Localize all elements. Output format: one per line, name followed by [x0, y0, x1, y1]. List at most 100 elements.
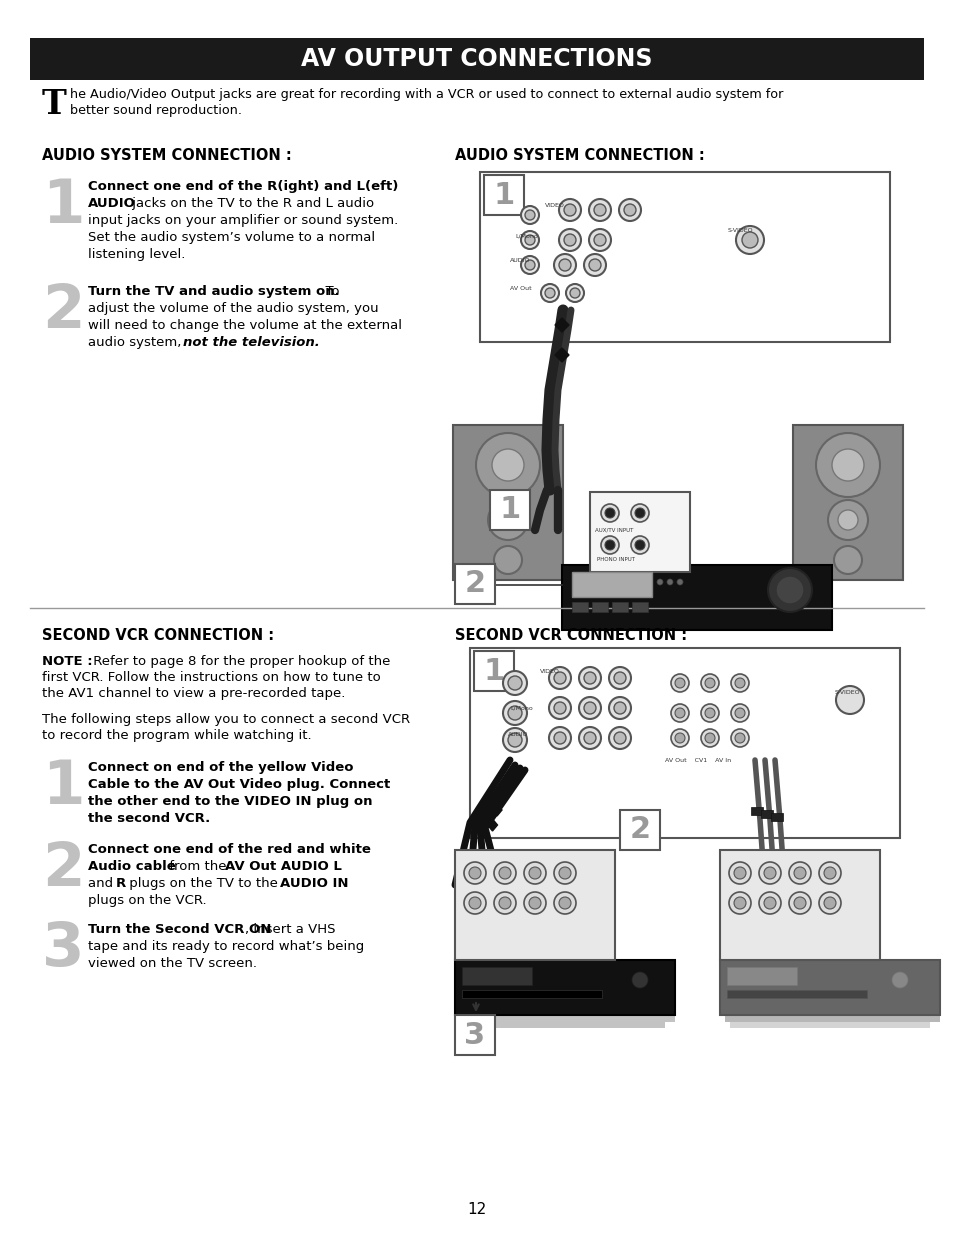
Polygon shape: [487, 819, 497, 831]
Bar: [720, 960, 939, 1015]
Circle shape: [704, 734, 714, 743]
Text: AUDIO: AUDIO: [507, 732, 528, 737]
Text: will need to change the volume at the external: will need to change the volume at the ex…: [88, 319, 401, 332]
Text: AUDIO: AUDIO: [510, 258, 530, 263]
Circle shape: [554, 672, 565, 684]
Circle shape: [463, 862, 485, 884]
Circle shape: [558, 897, 571, 909]
Text: S-VIDEO: S-VIDEO: [834, 690, 860, 695]
Circle shape: [835, 685, 863, 714]
Circle shape: [498, 867, 511, 879]
Circle shape: [614, 672, 625, 684]
Circle shape: [670, 674, 688, 692]
Text: AUX/TV INPUT: AUX/TV INPUT: [595, 527, 633, 532]
Text: The following steps allow you to connect a second VCR: The following steps allow you to connect…: [42, 713, 410, 726]
Text: from the: from the: [165, 860, 231, 873]
Bar: [631, 601, 647, 613]
Bar: [726, 967, 796, 986]
Circle shape: [569, 288, 579, 298]
Bar: [750, 806, 762, 815]
Bar: [490, 490, 530, 530]
Circle shape: [588, 259, 600, 270]
Circle shape: [608, 697, 630, 719]
Circle shape: [520, 231, 538, 249]
Text: NOTE :: NOTE :: [42, 655, 92, 668]
Circle shape: [498, 897, 511, 909]
Circle shape: [494, 892, 516, 914]
Bar: [483, 175, 523, 215]
Circle shape: [583, 672, 596, 684]
Bar: [455, 564, 495, 604]
Circle shape: [818, 862, 841, 884]
Circle shape: [502, 701, 526, 725]
Circle shape: [759, 862, 781, 884]
Bar: [792, 425, 902, 580]
Circle shape: [594, 233, 605, 246]
Circle shape: [558, 199, 580, 221]
Circle shape: [554, 892, 576, 914]
Circle shape: [700, 704, 719, 722]
Text: Set the audio system’s volume to a normal: Set the audio system’s volume to a norma…: [88, 231, 375, 245]
Circle shape: [524, 210, 535, 220]
Circle shape: [578, 727, 600, 748]
Text: Connect on end of the yellow Video: Connect on end of the yellow Video: [88, 761, 354, 774]
Text: better sound reproduction.: better sound reproduction.: [70, 104, 242, 117]
Bar: [464, 1023, 664, 1028]
Circle shape: [675, 678, 684, 688]
Text: and: and: [88, 877, 117, 890]
Text: to record the program while watching it.: to record the program while watching it.: [42, 729, 312, 742]
Text: 1: 1: [42, 177, 85, 236]
Bar: [572, 601, 587, 613]
Circle shape: [734, 708, 744, 718]
Bar: [589, 492, 689, 572]
Circle shape: [833, 546, 862, 574]
Circle shape: [594, 204, 605, 216]
Text: Turn the TV and audio system on.: Turn the TV and audio system on.: [88, 285, 339, 298]
Bar: [459, 1010, 675, 1023]
Text: Turn the Second VCR ON: Turn the Second VCR ON: [88, 923, 271, 936]
Text: Connect one end of the R(ight) and L(eft): Connect one end of the R(ight) and L(eft…: [88, 180, 398, 193]
Circle shape: [523, 862, 545, 884]
Text: AV Out: AV Out: [510, 287, 531, 291]
Circle shape: [608, 667, 630, 689]
Text: viewed on the TV screen.: viewed on the TV screen.: [88, 957, 256, 969]
Text: VIDEO: VIDEO: [539, 669, 559, 674]
Text: 3: 3: [464, 1020, 485, 1050]
Circle shape: [492, 450, 523, 480]
Circle shape: [831, 450, 863, 480]
Bar: [470, 648, 899, 839]
Circle shape: [815, 433, 879, 496]
Bar: [453, 425, 562, 580]
Text: S-VIDEO: S-VIDEO: [727, 228, 753, 233]
Circle shape: [793, 867, 805, 879]
Text: L/Mono: L/Mono: [515, 233, 537, 238]
Circle shape: [700, 674, 719, 692]
Circle shape: [670, 729, 688, 747]
Text: the other end to the VIDEO IN plug on: the other end to the VIDEO IN plug on: [88, 795, 372, 808]
Bar: [729, 1023, 929, 1028]
Circle shape: [733, 867, 745, 879]
Text: SECOND VCR CONNECTION :: SECOND VCR CONNECTION :: [455, 629, 686, 643]
Polygon shape: [555, 317, 568, 332]
Circle shape: [763, 867, 775, 879]
Circle shape: [544, 288, 555, 298]
Text: first VCR. Follow the instructions on how to tune to: first VCR. Follow the instructions on ho…: [42, 671, 380, 684]
Circle shape: [823, 897, 835, 909]
Circle shape: [614, 732, 625, 743]
Bar: [453, 168, 912, 598]
Circle shape: [507, 734, 521, 747]
Circle shape: [529, 897, 540, 909]
Circle shape: [741, 232, 758, 248]
Polygon shape: [492, 804, 501, 816]
Circle shape: [793, 897, 805, 909]
Circle shape: [730, 674, 748, 692]
Circle shape: [558, 228, 580, 251]
Text: the AV1 channel to view a pre-recorded tape.: the AV1 channel to view a pre-recorded t…: [42, 687, 345, 700]
Circle shape: [630, 536, 648, 555]
Circle shape: [548, 697, 571, 719]
Bar: [572, 572, 651, 597]
Text: AUDIO IN: AUDIO IN: [280, 877, 348, 890]
Circle shape: [614, 701, 625, 714]
Circle shape: [604, 508, 615, 517]
Bar: [720, 850, 879, 960]
